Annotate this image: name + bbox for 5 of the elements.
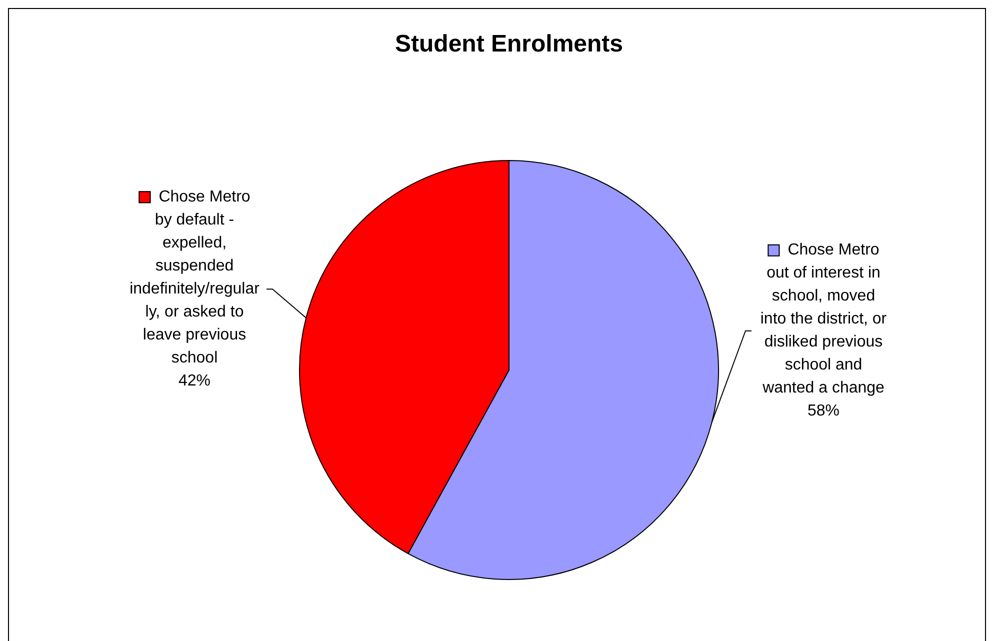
data-label: 58% — [807, 402, 840, 420]
chart-title: Student Enrolments — [394, 30, 624, 58]
data-label: 42% — [178, 372, 211, 390]
legend-label: Chose Metro by default - expelled, suspended indefinitely/regularly, or asked to leave previous school — [130, 188, 260, 367]
legend-label: Chose Metro out of interest in school, moved into the district, or disliked previous school and wanted a change — [760, 242, 888, 397]
